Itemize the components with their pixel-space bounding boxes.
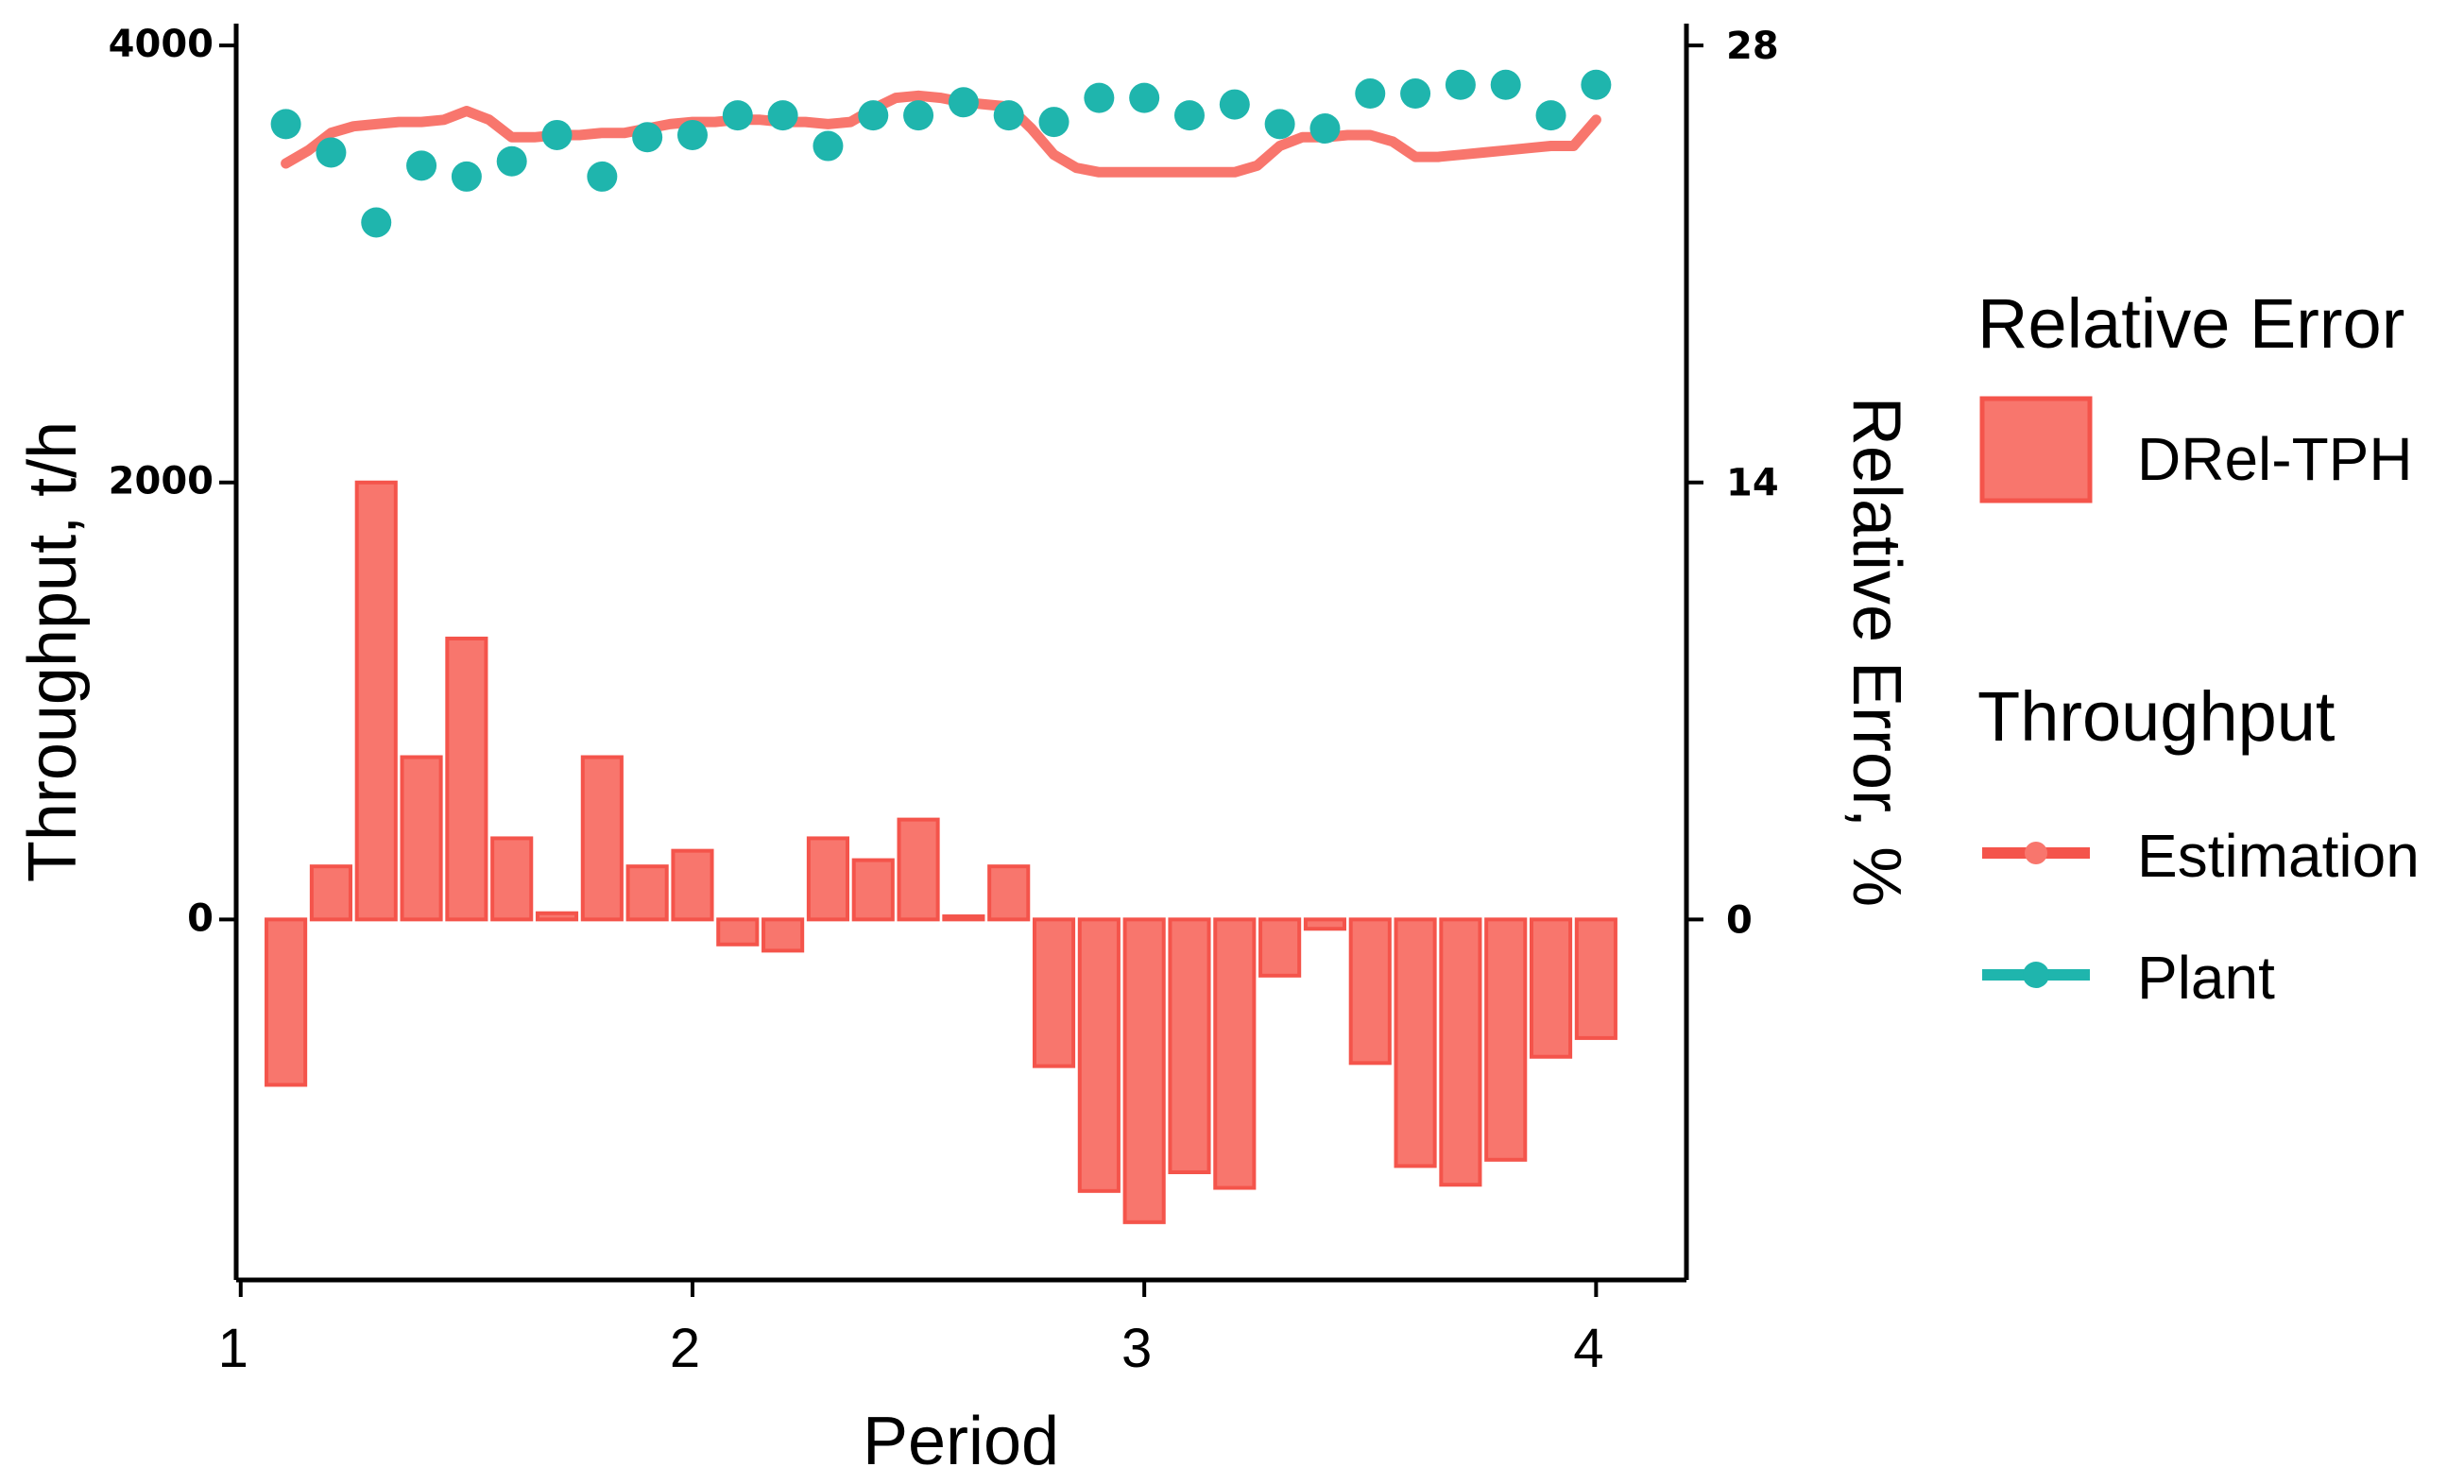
estimation-line [281, 90, 1601, 178]
x-tick-label: 3 [1121, 1318, 1152, 1379]
legend-swatch-drel-tph [1979, 396, 2093, 503]
plant-point [1173, 100, 1205, 131]
error-bar [671, 848, 714, 922]
error-bar [1168, 917, 1211, 1174]
plant-point [1038, 107, 1069, 138]
error-bar [265, 917, 308, 1087]
x-tick-label: 1 [218, 1318, 248, 1379]
error-bar [1303, 917, 1347, 931]
error-bar [1122, 917, 1166, 1224]
legend-title-relative-error: Relative Error [1977, 284, 2404, 363]
error-bar [1213, 917, 1257, 1190]
plant-point [722, 100, 753, 131]
error-bar [761, 917, 805, 953]
plant-point [1490, 69, 1521, 100]
plant-point [1219, 89, 1250, 120]
right-tick-label: 14 [1726, 462, 1779, 505]
legend-label-estimation: Estimation [2137, 822, 2420, 890]
plant-point [676, 119, 708, 150]
plant-point [1581, 69, 1612, 100]
error-bar [1529, 917, 1573, 1059]
error-bar [716, 917, 760, 947]
estimation-series [281, 90, 1601, 178]
left-axis-title: Throughput, t/h [15, 421, 91, 882]
axes: 0 2000 4000 0 14 28 1 2 3 4 [109, 23, 1779, 1379]
plant-point [1129, 82, 1160, 113]
plant-point [1264, 109, 1295, 140]
legend-marker-plant [2023, 962, 2049, 988]
plant-point [587, 161, 618, 192]
plant-series [270, 69, 1612, 238]
plant-point [361, 207, 392, 238]
plant-point [541, 119, 573, 150]
error-bar [354, 480, 398, 922]
error-bar [1348, 917, 1392, 1066]
error-bar [987, 864, 1031, 922]
plant-point [406, 150, 437, 181]
plant-point [993, 100, 1024, 131]
plant-point [270, 109, 301, 140]
error-bar [1484, 917, 1528, 1162]
error-bar [1032, 917, 1076, 1068]
legend: Relative Error DRel-TPH Throughput Estim… [1977, 284, 2420, 1012]
plant-point [1355, 78, 1386, 110]
error-bar [851, 858, 895, 922]
x-axis-title: Period [863, 1404, 1059, 1479]
error-bar [942, 914, 985, 922]
plant-point [1400, 78, 1431, 110]
error-bar [897, 817, 940, 922]
error-bar [1439, 917, 1482, 1187]
plant-point [1309, 113, 1341, 145]
error-bar [806, 836, 849, 922]
error-bar [580, 755, 624, 922]
legend-label-drel-tph: DRel-TPH [2137, 425, 2413, 493]
legend-label-plant: Plant [2137, 944, 2275, 1012]
plant-point [632, 122, 663, 153]
plant-point [948, 87, 979, 118]
x-tick-label: 2 [670, 1318, 700, 1379]
plant-point [1084, 82, 1115, 113]
left-tick-label: 2000 [109, 460, 214, 503]
plant-point [316, 137, 347, 168]
plant-point [451, 161, 482, 192]
error-bar [1077, 917, 1121, 1193]
plant-point [496, 145, 527, 177]
plant-point [903, 100, 934, 131]
plant-point [858, 100, 889, 131]
plant-point [1445, 69, 1476, 100]
error-bar [535, 911, 579, 922]
relative-error-bars [265, 480, 1617, 1224]
error-bar [1574, 917, 1617, 1040]
left-tick-label: 4000 [109, 23, 214, 66]
right-tick-label: 28 [1726, 25, 1779, 68]
legend-title-throughput: Throughput [1977, 677, 2336, 756]
error-bar [445, 636, 488, 922]
error-bar [309, 864, 352, 922]
error-bar [1394, 917, 1437, 1168]
left-tick-label: 0 [187, 896, 214, 940]
plant-point [767, 100, 798, 131]
error-bar [490, 836, 534, 922]
legend-marker-estimation [2025, 842, 2047, 864]
error-bar [1258, 917, 1302, 978]
error-bar [625, 864, 669, 922]
right-axis-title: Relative Error, % [1839, 397, 1914, 907]
x-tick-label: 4 [1573, 1318, 1603, 1379]
plant-point [1535, 100, 1566, 131]
plant-point [813, 130, 844, 162]
right-tick-label: 0 [1726, 898, 1753, 942]
error-bar [400, 755, 443, 922]
